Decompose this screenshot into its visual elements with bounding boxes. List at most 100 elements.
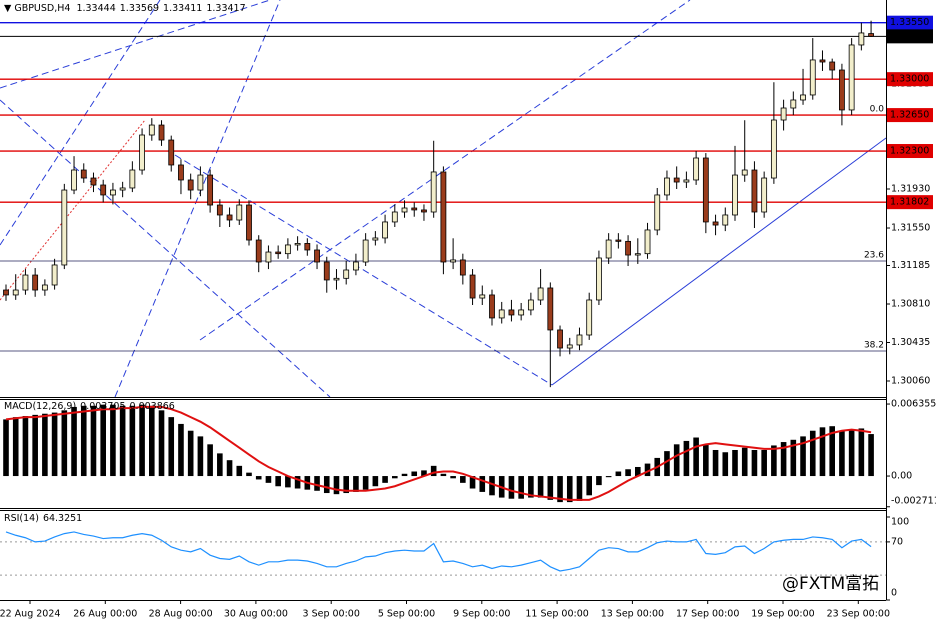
macd-bar <box>42 413 48 477</box>
candle-body <box>654 194 661 231</box>
candle-body <box>333 277 340 281</box>
trendlines <box>0 0 887 398</box>
macd-bar <box>508 476 515 499</box>
macd-bar <box>440 473 447 477</box>
candle-body <box>178 164 184 181</box>
macd-bar <box>51 412 58 477</box>
macd-bar <box>217 453 223 477</box>
price-level-label: 1.32650 <box>890 110 929 121</box>
candle-body <box>751 169 758 213</box>
macd-bar <box>741 447 748 477</box>
y-tick-label: 0.00 <box>891 471 912 482</box>
candle-body <box>770 119 777 179</box>
macd-bar <box>90 405 97 477</box>
y-tick-label: 100 <box>891 517 909 528</box>
candle-body <box>343 269 350 279</box>
macd-bar <box>761 449 767 477</box>
candle-body <box>110 189 116 196</box>
candle-body <box>3 289 9 296</box>
rsi-value: 64.3251 <box>43 513 82 524</box>
macd-bar <box>819 427 826 477</box>
x-tick-label: 30 Aug 00:00 <box>224 609 288 620</box>
macd-bar <box>790 439 797 477</box>
macd-value: 0.003705 <box>80 401 125 412</box>
macd-bar <box>469 476 476 489</box>
candle-body <box>323 261 330 281</box>
macd-bar <box>158 410 165 477</box>
y-tick-label: 1.31185 <box>891 260 930 271</box>
macd-bar <box>722 452 729 477</box>
candle-body <box>829 61 836 71</box>
candle-body <box>391 211 398 223</box>
macd-bar <box>848 429 855 477</box>
plot <box>0 20 886 576</box>
macd-bar <box>566 476 573 503</box>
y-tick-label: 0.006355 <box>891 399 936 410</box>
x-tick-label: 28 Aug 00:00 <box>149 609 213 620</box>
candle-body <box>226 214 233 221</box>
macd-bar <box>615 471 622 477</box>
trendline <box>0 99 331 398</box>
macd-bar <box>294 476 301 489</box>
macd-bar <box>557 476 563 503</box>
watermark: @FXTM富拓 <box>782 574 879 594</box>
macd-bar <box>178 423 184 477</box>
low-value: 1.33411 <box>163 3 202 14</box>
macd-bar <box>275 476 281 487</box>
x-tick-label: 13 Sep 00:00 <box>601 609 664 620</box>
x-tick-label: 17 Sep 00:00 <box>676 609 739 620</box>
macd-bar <box>829 426 835 477</box>
candle-body <box>809 59 816 96</box>
candle-body <box>90 177 97 186</box>
price-level-box <box>887 72 933 87</box>
macd-bar <box>732 449 738 477</box>
fib-label: 38.2 <box>864 341 884 351</box>
price-level-box <box>887 195 933 210</box>
macd-bar <box>265 476 272 483</box>
macd-bar <box>518 476 524 499</box>
macd-bar <box>12 417 19 477</box>
candle-body <box>236 204 243 221</box>
macd-bar <box>246 472 252 477</box>
candle-body <box>489 294 495 319</box>
x-tick-label: 5 Sep 00:00 <box>378 609 435 620</box>
macd-bar <box>353 476 359 492</box>
macd-bar <box>586 476 592 496</box>
candle-body <box>216 204 223 216</box>
candle-body <box>294 243 301 246</box>
macd-bar <box>712 449 719 477</box>
candle-body <box>839 69 845 111</box>
x-tick-label: 19 Sep 00:00 <box>751 609 814 620</box>
macd-bar <box>207 444 213 477</box>
candle-body <box>761 177 768 213</box>
macd-header: MACD(12,26,9) 0.003705 0.003866 <box>4 401 175 412</box>
price-level-box <box>887 144 933 159</box>
candle-body <box>304 243 311 251</box>
macd-bar <box>625 469 631 477</box>
x-tick-label: 3 Sep 00:00 <box>303 609 360 620</box>
candle-body <box>119 187 126 191</box>
candle-body <box>732 174 738 216</box>
macd-bar <box>129 405 136 477</box>
macd-bar <box>372 476 379 487</box>
trendline <box>0 119 146 301</box>
macd-bar <box>839 430 845 477</box>
macd-bar <box>858 428 865 477</box>
candle-body <box>634 253 641 256</box>
macd-bar <box>411 471 418 477</box>
x-tick-label: 23 Sep 00:00 <box>827 609 890 620</box>
macd-bar <box>703 444 709 477</box>
candle-body <box>702 157 709 223</box>
macd-bar <box>576 476 583 501</box>
macd-bar <box>333 476 340 495</box>
menu-arrow[interactable]: ▼ <box>4 3 14 14</box>
x-tick-label: 9 Sep 00:00 <box>453 609 510 620</box>
y-tick-label: 1.31930 <box>891 184 930 195</box>
candle-body <box>683 179 690 183</box>
signal-value: 0.003866 <box>130 401 175 412</box>
macd-bar <box>323 476 330 494</box>
macd-bar <box>80 405 87 477</box>
macd-bar <box>401 473 408 477</box>
